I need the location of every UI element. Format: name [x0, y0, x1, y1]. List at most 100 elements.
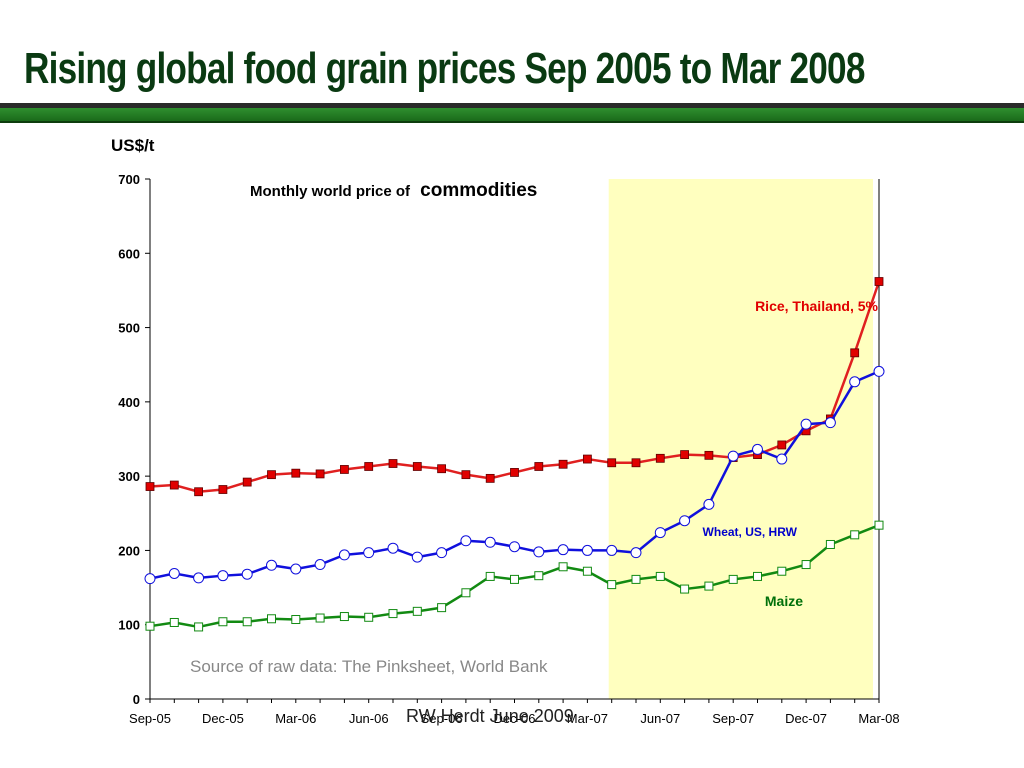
- data-point: [339, 612, 349, 622]
- data-point: [218, 617, 228, 627]
- data-point: [217, 570, 229, 582]
- data-point: [267, 470, 276, 480]
- data-point: [461, 588, 471, 598]
- highlight-region: [608, 179, 873, 699]
- data-point: [873, 365, 885, 377]
- data-point: [777, 566, 787, 576]
- x-tick-label: Jun-07: [640, 711, 680, 726]
- data-point: [583, 454, 592, 464]
- data-point: [144, 573, 156, 585]
- data-point: [266, 559, 277, 571]
- data-point: [800, 418, 812, 430]
- data-point: [704, 581, 714, 591]
- series-1: Wheat, US, HRW: [144, 365, 885, 585]
- data-point: [315, 469, 325, 479]
- y-axis-unit-label: US$/t: [111, 136, 155, 155]
- data-point: [558, 459, 568, 469]
- data-point: [339, 465, 349, 474]
- data-point: [168, 567, 180, 579]
- data-point: [242, 617, 252, 627]
- x-tick-label: Jun-06: [349, 711, 389, 726]
- y-tick-label: 500: [118, 321, 140, 336]
- data-point: [290, 563, 302, 575]
- chart-title-emphasis: commodities: [420, 180, 537, 201]
- data-point: [169, 480, 179, 490]
- data-point: [557, 544, 569, 556]
- data-point: [824, 417, 836, 429]
- data-point: [291, 468, 301, 478]
- data-point: [484, 536, 496, 548]
- data-point: [436, 547, 448, 559]
- series-2: Maize: [145, 520, 884, 632]
- data-point: [874, 277, 884, 286]
- data-point: [412, 462, 422, 471]
- chart-title-main: Monthly world price of: [250, 183, 411, 200]
- data-point: [874, 520, 884, 530]
- data-point: [241, 568, 253, 580]
- data-point: [485, 571, 495, 581]
- y-tick-label: 300: [118, 469, 140, 484]
- data-point: [607, 580, 617, 590]
- data-point: [194, 487, 204, 497]
- data-point: [654, 527, 666, 539]
- title-divider-dark: [0, 103, 1024, 108]
- data-point: [850, 348, 860, 358]
- x-tick-label: Mar-06: [275, 711, 316, 726]
- data-point: [387, 542, 399, 554]
- data-point: [727, 450, 739, 462]
- data-point: [753, 571, 762, 581]
- title-divider-green: [0, 108, 1024, 123]
- data-point: [510, 468, 519, 477]
- data-point: [801, 560, 811, 570]
- series-label: Rice, Thailand, 5%: [755, 298, 878, 314]
- y-tick-label: 100: [118, 618, 140, 633]
- y-tick-label: 600: [118, 246, 140, 261]
- x-tick-label: Sep-06: [421, 711, 463, 726]
- y-tick-label: 0: [133, 692, 140, 707]
- data-point: [193, 572, 205, 584]
- data-point: [728, 574, 738, 584]
- x-tick-label: Sep-05: [129, 711, 171, 726]
- data-point: [680, 584, 690, 594]
- data-point: [509, 541, 520, 553]
- data-point: [679, 515, 691, 527]
- data-point: [510, 574, 519, 584]
- series-label: Wheat, US, HRW: [703, 525, 798, 539]
- data-point: [582, 566, 592, 576]
- data-point: [437, 603, 447, 613]
- data-point: [777, 440, 787, 450]
- data-point: [338, 549, 350, 561]
- data-point: [581, 544, 593, 556]
- data-point: [534, 571, 544, 581]
- x-tick-label: Dec-05: [202, 711, 244, 726]
- data-point: [218, 485, 228, 494]
- y-tick-label: 700: [118, 172, 140, 187]
- data-point: [630, 547, 642, 559]
- data-point: [315, 613, 325, 623]
- data-point: [485, 473, 495, 483]
- x-tick-label: Dec-06: [494, 711, 536, 726]
- series-label: Maize: [765, 593, 803, 609]
- data-point: [242, 477, 252, 487]
- data-point: [825, 539, 835, 549]
- x-tick-label: Mar-07: [567, 711, 608, 726]
- data-point: [461, 470, 471, 480]
- data-point: [169, 617, 179, 627]
- data-point: [363, 547, 375, 559]
- data-point: [849, 376, 861, 388]
- data-point: [704, 450, 714, 460]
- data-point: [680, 450, 689, 460]
- data-point: [776, 453, 788, 465]
- data-point: [314, 559, 326, 571]
- footer-author: RW Herdt June 2009: [406, 706, 574, 726]
- data-point: [752, 443, 763, 455]
- data-point: [534, 462, 544, 471]
- data-point: [411, 551, 423, 563]
- data-point: [412, 606, 422, 616]
- x-tick-label: Sep-07: [712, 711, 754, 726]
- data-point: [194, 622, 204, 632]
- x-tick-label: Dec-07: [785, 711, 827, 726]
- data-point: [655, 453, 665, 463]
- source-note: Source of raw data: The Pinksheet, World…: [190, 657, 548, 676]
